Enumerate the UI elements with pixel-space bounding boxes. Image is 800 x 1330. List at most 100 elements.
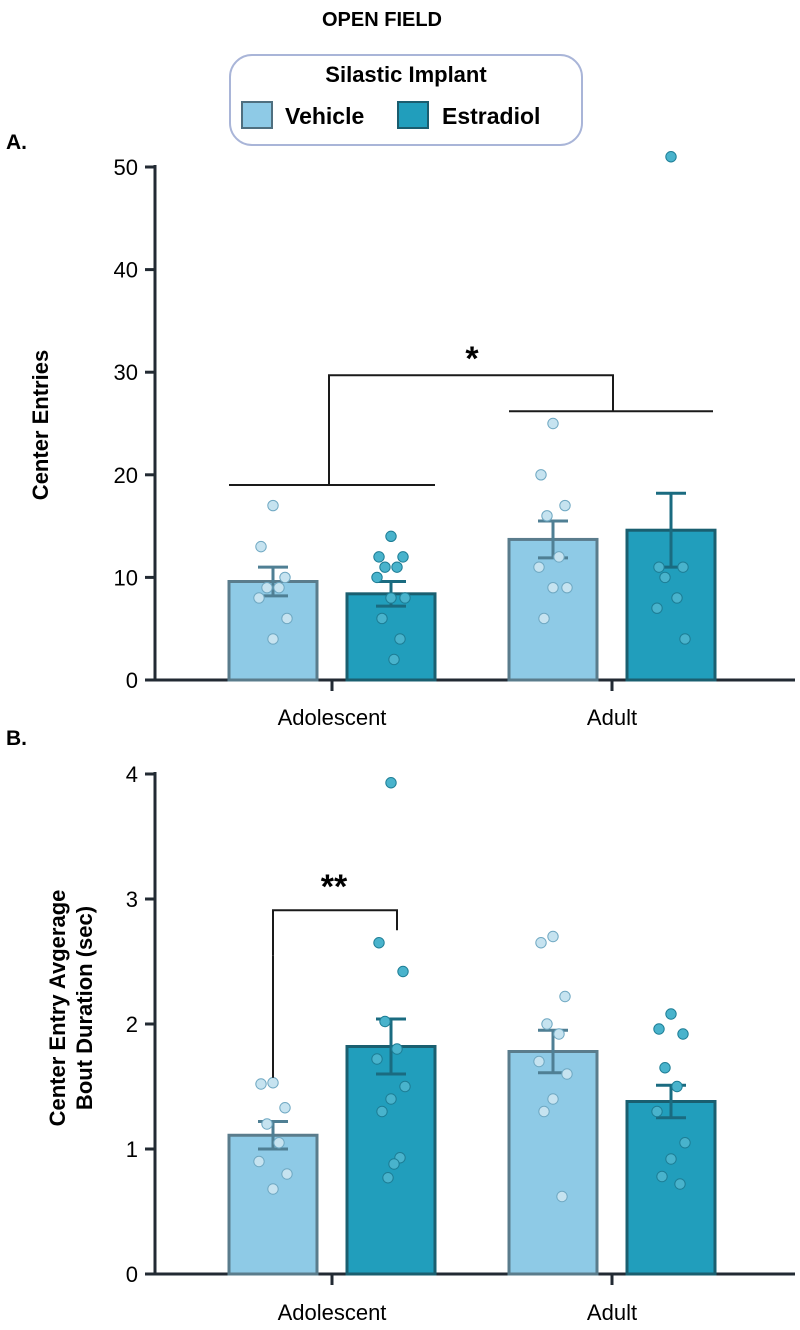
panel-a-vehicle-adolescent-data-point <box>255 540 267 553</box>
panel-b-vehicle-adolescent-data-point <box>255 1078 267 1090</box>
panel-a-vehicle-adult-data-point <box>561 581 573 594</box>
panel-a-estradiol-adolescent-data-point <box>399 592 411 604</box>
panel-a-vehicle-adolescent-data-point <box>279 571 291 584</box>
panel-b-vehicle-adult-data-point <box>561 1068 573 1080</box>
panel-a-estradiol-adult-data-point <box>677 561 689 573</box>
panel-a-estradiol-adolescent-data-point <box>394 633 406 645</box>
panel-b-ytick-label-3: 3 <box>126 887 138 912</box>
panel-a-estradiol-adult-data-point <box>659 571 671 584</box>
panel-b-vehicle-adult-data-point <box>553 1028 565 1040</box>
panel-b-category-label-adult: Adult <box>587 1300 637 1325</box>
panel-a-estradiol-adolescent-data-point <box>397 551 409 563</box>
legend-label-estradiol: Estradiol <box>442 103 540 129</box>
legend-title: Silastic Implant <box>325 62 487 87</box>
panel-b-estradiol-adolescent-data-point <box>382 1172 394 1184</box>
panel-b-vehicle-adolescent-bar <box>227 1133 319 1276</box>
panel-a-vehicle-adult-data-point <box>547 417 559 430</box>
panel-b: B. Center Entry Avgerage Bout Duration (… <box>6 727 795 1325</box>
panel-b-vehicle-adult-data-point <box>533 1055 545 1068</box>
panel-a-ytick-label-50: 50 <box>114 155 138 180</box>
panel-b-estradiol-adolescent-data-point <box>399 1080 411 1093</box>
panel-b-ytick-label-0: 0 <box>126 1262 138 1287</box>
panel-b-vehicle-adult-data-point <box>559 990 571 1003</box>
panel-b-estradiol-adult-data-point <box>651 1105 663 1118</box>
panel-b-estradiol-adult-data-point <box>665 1153 677 1165</box>
panel-b-label: B. <box>6 727 27 750</box>
panel-a-vehicle-adolescent-data-point <box>267 499 279 512</box>
panel-b-estradiol-adult-data-point <box>677 1028 689 1040</box>
panel-a-vehicle-adult-bar <box>507 537 599 682</box>
panel-b-estradiol-adolescent-data-point <box>385 1093 397 1105</box>
panel-a-estradiol-adult-data-point <box>653 561 665 573</box>
panel-b-vehicle-adult-data-point <box>541 1018 553 1030</box>
panel-a-estradiol-adult-data-point <box>665 151 677 163</box>
panel-a-estradiol-adolescent-bar <box>345 592 437 682</box>
panel-a-ytick-label-30: 30 <box>114 360 138 385</box>
panel-a-vehicle-adult-data-point <box>541 510 553 522</box>
panel-b-estradiol-adult-data-point <box>674 1178 686 1190</box>
panel-b-estradiol-adolescent-data-point <box>379 1015 391 1028</box>
panel-b-vehicle-adult-bar <box>507 1050 599 1276</box>
panel-a-estradiol-adult-data-point <box>651 602 663 614</box>
panel-a-category-label-adolescent: Adolescent <box>278 705 387 730</box>
panel-a-estradiol-adolescent-data-point <box>379 561 391 573</box>
panel-a-ytick-label-10: 10 <box>114 565 138 590</box>
panel-a-significance-star: * <box>465 340 479 378</box>
panel-a-vehicle-adult-data-point <box>535 469 547 481</box>
panel-b-vehicle-adult-data-point <box>535 937 547 949</box>
panel-b-estradiol-adolescent-data-point <box>371 1053 383 1065</box>
panel-a-vehicle-adolescent-data-point <box>253 592 265 604</box>
figure-title: OPEN FIELD <box>322 9 442 31</box>
legend: Silastic Implant Vehicle Estradiol <box>229 54 583 146</box>
panel-b-estradiol-adolescent-data-point <box>376 1105 388 1118</box>
panel-a-category-label-adult: Adult <box>587 705 637 730</box>
panel-a-ylabel: Center Entries <box>28 350 53 500</box>
panel-b-estradiol-adult-data-point <box>671 1080 683 1093</box>
panel-a-significance-bracket <box>229 374 713 487</box>
panel-a-estradiol-adolescent-data-point <box>388 653 400 666</box>
panel-b-estradiol-adolescent-data-point <box>391 1043 403 1055</box>
panel-b-ylabel-line2: Bout Duration (sec) <box>72 906 97 1110</box>
panel-b-estradiol-adolescent-data-point <box>388 1158 400 1170</box>
panel-a-vehicle-adolescent-bar <box>227 580 319 682</box>
panel-a-estradiol-adolescent-data-point <box>385 592 397 604</box>
panel-a-ytick-label-20: 20 <box>114 463 138 488</box>
panel-a-estradiol-adult-data-point <box>679 633 691 645</box>
panel-a-ytick-label-0: 0 <box>126 668 138 693</box>
panel-b-significance-stars: ** <box>321 868 348 906</box>
panel-b-ytick-label-2: 2 <box>126 1012 138 1037</box>
legend-label-vehicle: Vehicle <box>285 103 364 129</box>
panel-a-vehicle-adult-data-point <box>538 612 550 625</box>
panel-b-ytick-label-4: 4 <box>126 762 138 787</box>
panel-b-vehicle-adolescent-data-point <box>267 1077 279 1089</box>
legend-swatch-vehicle <box>241 101 273 129</box>
panel-b-vehicle-adolescent-data-point <box>279 1102 291 1114</box>
panel-b-estradiol-adult-bar <box>625 1100 717 1276</box>
panel-b-estradiol-adolescent-data-point <box>373 937 385 949</box>
panel-b-vehicle-adolescent-data-point <box>281 1168 293 1180</box>
panel-b-estradiol-adult-data-point <box>659 1062 671 1074</box>
panel-a-label: A. <box>6 131 27 154</box>
panel-a-vehicle-adult-data-point <box>553 551 565 563</box>
panel-a-vehicle-adult-data-point <box>547 581 559 594</box>
panel-a-vehicle-adolescent-data-point <box>261 581 273 594</box>
panel-b-vehicle-adult-data-point <box>538 1105 550 1118</box>
panel-b-estradiol-adult-data-point <box>679 1137 691 1149</box>
panel-a-vehicle-adolescent-data-point <box>273 581 285 594</box>
panel-b-vehicle-adult-data-point <box>547 1093 559 1105</box>
panel-b-category-label-adolescent: Adolescent <box>278 1300 387 1325</box>
panel-a-estradiol-adolescent-data-point <box>371 571 383 584</box>
legend-swatch-estradiol <box>397 101 429 129</box>
panel-b-estradiol-adolescent-data-point <box>385 777 397 789</box>
panel-a-estradiol-adult-data-point <box>671 592 683 604</box>
panel-b-ytick-label-1: 1 <box>126 1137 138 1162</box>
panel-a-vehicle-adult-data-point <box>533 561 545 573</box>
panel-a-estradiol-adult-bar <box>625 528 717 682</box>
panel-a-estradiol-adolescent-data-point <box>373 551 385 563</box>
panel-a-estradiol-adolescent-data-point <box>391 561 403 573</box>
panel-b-vehicle-adult-data-point <box>547 930 559 943</box>
panel-a-vehicle-adolescent-data-point <box>267 633 279 645</box>
panel-b-vehicle-adolescent-data-point <box>273 1137 285 1149</box>
panel-a-estradiol-adolescent-data-point <box>376 612 388 625</box>
